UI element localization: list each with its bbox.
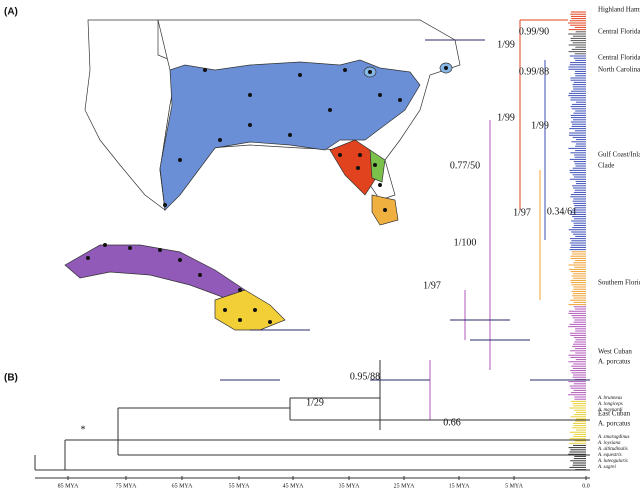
clade-label: North Carolina [598, 66, 640, 74]
map-point [298, 73, 302, 77]
axis-label: 5 MYA [505, 483, 524, 489]
panel-label: (B) [4, 373, 18, 384]
map-point [444, 66, 448, 70]
map-point [383, 208, 387, 212]
map-point [178, 158, 182, 162]
support-value: 1/99 [497, 112, 515, 123]
support-value: 1/100 [454, 237, 477, 248]
clade-label: A. porcatus [598, 358, 631, 366]
map-point [198, 273, 202, 277]
clade-label: A. porcatus [598, 420, 631, 428]
map-point [328, 108, 332, 112]
axis-label: 85 MYA [58, 483, 80, 489]
species-label: A. maynardi [597, 408, 623, 413]
axis-label: 35 MYA [339, 483, 361, 489]
map-point [358, 153, 362, 157]
map-point [268, 320, 272, 324]
clade-label: Highland Hammocks [598, 6, 640, 14]
map-point [158, 248, 162, 252]
support-value: * [81, 424, 86, 435]
species-label: A. loysiana [597, 441, 621, 446]
clade-label: Gulf Coast/Inland [598, 151, 640, 159]
species-label: A. altitudinalis [597, 447, 628, 452]
clade-label: Clade [598, 162, 614, 170]
map-point [368, 70, 372, 74]
map-point [86, 256, 90, 260]
species-label: A. luteogularis [597, 459, 628, 464]
support-value: 0.99/90 [519, 26, 549, 37]
map-point [248, 123, 252, 127]
map-point [253, 308, 257, 312]
support-value: 1/99 [531, 120, 549, 131]
map-point [203, 68, 207, 72]
axis-label: 25 MYA [394, 483, 416, 489]
species-label: A. brunneus [597, 396, 622, 401]
support-value: 0.66 [443, 417, 461, 428]
map-point [378, 183, 382, 187]
map [65, 20, 460, 330]
map-point [238, 318, 242, 322]
support-value: 1/29 [306, 397, 324, 408]
panel-label: (A) [4, 7, 18, 18]
axis-label: 65 MYA [172, 483, 194, 489]
axis-label: 45 MYA [283, 483, 305, 489]
axis-label: 75 MYA [116, 483, 138, 489]
species-label: A. equestris [597, 453, 622, 458]
support-value: 0.34/61 [547, 206, 577, 217]
support-value: 1/97 [423, 280, 441, 291]
axis-label: 15 MYA [449, 483, 471, 489]
support-value: 0.77/50 [450, 160, 480, 171]
map-point [398, 98, 402, 102]
axis-label: 55 MYA [229, 483, 251, 489]
clade-label: Central Florida II [598, 54, 640, 62]
axis-label: 0.0 [582, 483, 590, 489]
clade-label: West Cuban [598, 348, 632, 356]
clade-label: Central Florida I [598, 28, 640, 36]
species-label: A. sagrei [597, 465, 616, 470]
map-point [343, 68, 347, 72]
map-point [378, 93, 382, 97]
map-point [128, 246, 132, 250]
species-label: A. longiceps [597, 402, 623, 407]
support-value: 0.99/88 [519, 66, 549, 77]
species-label: A. smaragdinus [597, 435, 629, 440]
map-point [356, 166, 360, 170]
map-point [223, 308, 227, 312]
map-point [238, 288, 242, 292]
map-point [178, 258, 182, 262]
map-point [218, 138, 222, 142]
clade-label: Southern Florida [598, 279, 640, 287]
map-point [248, 93, 252, 97]
map-point [163, 203, 167, 207]
map-point [103, 243, 107, 247]
support-value: 0.95/88 [350, 371, 380, 382]
map-point [288, 133, 292, 137]
map-point [373, 163, 377, 167]
support-value: 1/97 [513, 207, 531, 218]
map-point [338, 153, 342, 157]
support-value: 1/99 [497, 39, 515, 50]
